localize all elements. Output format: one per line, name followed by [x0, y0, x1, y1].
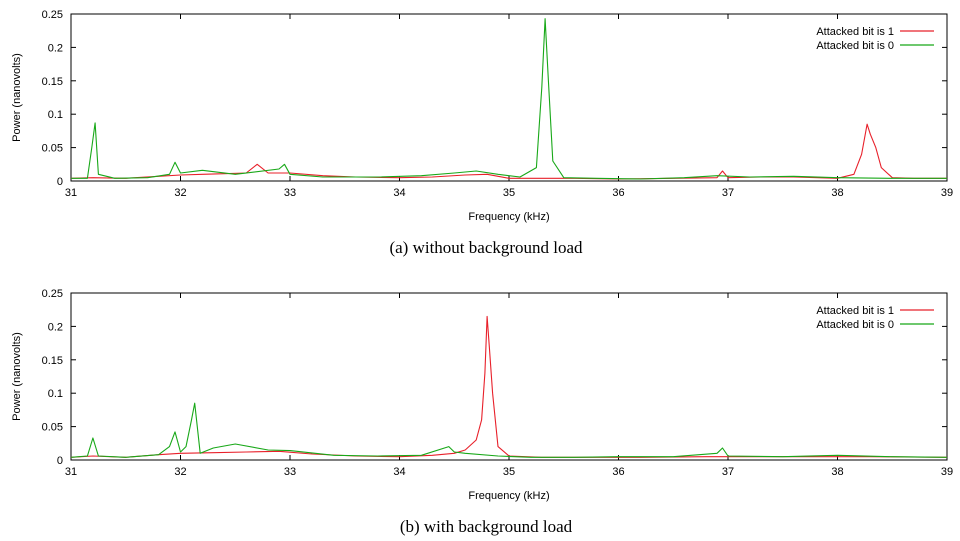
x-axis-label: Frequency (kHz) [468, 490, 549, 502]
x-tick-label: 35 [503, 187, 515, 199]
y-axis-label: Power (nanovolts) [11, 53, 23, 142]
y-tick-label: 0 [57, 176, 63, 188]
x-tick-label: 37 [722, 466, 734, 478]
y-tick-label: 0.05 [42, 143, 63, 155]
x-tick-label: 39 [941, 187, 953, 199]
x-tick-label: 31 [65, 466, 77, 478]
legend-label: Attacked bit is 0 [816, 40, 894, 52]
y-tick-label: 0.15 [42, 355, 63, 367]
x-tick-label: 38 [831, 466, 843, 478]
x-tick-label: 38 [831, 187, 843, 199]
legend-label: Attacked bit is 0 [816, 319, 894, 331]
series-line-bit-1 [70, 123, 947, 180]
y-tick-label: 0.15 [42, 76, 63, 88]
y-tick-label: 0 [57, 455, 63, 467]
x-tick-label: 34 [393, 466, 405, 478]
series-line-bit-0 [71, 18, 947, 180]
y-tick-label: 0.2 [48, 321, 63, 333]
x-tick-label: 32 [174, 466, 186, 478]
series-line-bit-0 [70, 402, 948, 458]
x-tick-label: 36 [612, 466, 624, 478]
caption-b: (b) with background load [400, 517, 573, 536]
chart-with-background-load: 31 32 33 34 35 36 37 38 39 0 0.05 0.1 0.15 0.2 0.25 Fre… [11, 288, 953, 502]
x-tick-label: 32 [174, 187, 186, 199]
y-tick-label: 0.25 [42, 9, 63, 21]
x-axis-label: Frequency (kHz) [468, 211, 549, 223]
legend-label: Attacked bit is 1 [816, 26, 894, 38]
x-tick-label: 34 [393, 187, 405, 199]
x-tick-label: 39 [941, 466, 953, 478]
chart-without-background-load: 31 32 33 34 35 36 37 38 39 0 0.05 0.1 0.15 0.2 0.25 Fre… [11, 9, 953, 223]
legend-label: Attacked bit is 1 [816, 305, 894, 317]
x-tick-label: 37 [722, 187, 734, 199]
y-tick-label: 0.25 [42, 288, 63, 300]
y-tick-label: 0.2 [48, 42, 63, 54]
series-line-bit-1 [70, 315, 948, 458]
x-tick-label: 33 [284, 187, 296, 199]
x-tick-label: 36 [612, 187, 624, 199]
caption-a: (a) without background load [389, 238, 583, 257]
x-tick-label: 31 [65, 187, 77, 199]
y-tick-label: 0.1 [48, 388, 63, 400]
x-tick-label: 35 [503, 466, 515, 478]
y-tick-label: 0.05 [42, 422, 63, 434]
y-tick-label: 0.1 [48, 109, 63, 121]
y-axis-label: Power (nanovolts) [11, 332, 23, 421]
x-tick-label: 33 [284, 466, 296, 478]
